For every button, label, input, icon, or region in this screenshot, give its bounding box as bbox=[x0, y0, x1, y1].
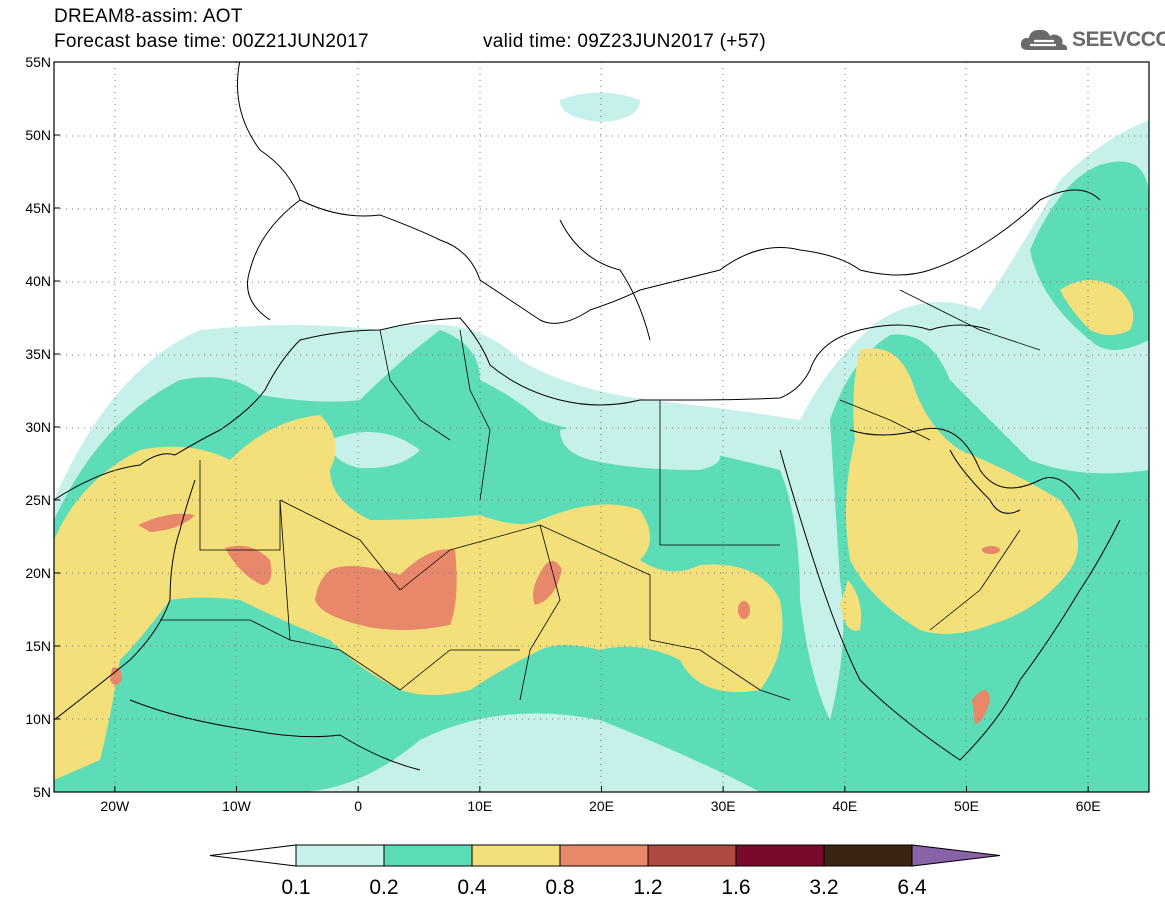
lat-label: 5N bbox=[33, 784, 51, 800]
map-title: DREAM8-assim: AOT bbox=[54, 6, 243, 27]
colorbar-label: 0.1 bbox=[281, 876, 310, 899]
lon-label: 40E bbox=[832, 798, 857, 814]
lat-label: 25N bbox=[25, 492, 51, 508]
colorbar-under bbox=[209, 844, 297, 867]
colorbar-segment bbox=[735, 844, 825, 867]
lon-label: 0 bbox=[354, 798, 362, 814]
colorbar-label: 1.6 bbox=[721, 876, 750, 899]
colorbar-segment bbox=[823, 844, 913, 867]
aot-contour-orange bbox=[315, 549, 457, 630]
colorbar-segment bbox=[295, 844, 385, 867]
valid-time: valid time: 09Z23JUN2017 (+57) bbox=[483, 31, 767, 52]
colorbar-segment bbox=[647, 844, 737, 867]
colorbar-segment bbox=[383, 844, 473, 867]
aot-field bbox=[54, 62, 1149, 792]
lat-label: 10N bbox=[25, 711, 51, 727]
lat-label: 55N bbox=[25, 54, 51, 70]
colorbar-over bbox=[911, 844, 1001, 867]
lon-label: 50E bbox=[954, 798, 979, 814]
longitude-labels: 20W 10W 0 10E 20E 30E 40E 50E 60E bbox=[100, 786, 1101, 814]
cloud-icon bbox=[1020, 29, 1068, 50]
colorbar-segment bbox=[559, 844, 649, 867]
colorbar-segment bbox=[471, 844, 561, 867]
lat-label: 45N bbox=[25, 200, 51, 216]
lon-label: 20W bbox=[100, 798, 130, 814]
coastlines bbox=[54, 62, 1121, 771]
lon-label: 20E bbox=[589, 798, 614, 814]
lon-label: 30E bbox=[711, 798, 736, 814]
country-borders bbox=[160, 289, 1041, 701]
lon-label: 60E bbox=[1076, 798, 1101, 814]
lat-label: 30N bbox=[25, 419, 51, 435]
lat-label: 20N bbox=[25, 565, 51, 581]
logo-text: SEEVCCC bbox=[1072, 28, 1165, 51]
lat-label: 15N bbox=[25, 638, 51, 654]
colorbar-label: 6.4 bbox=[897, 876, 927, 899]
lon-label: 10W bbox=[222, 798, 252, 814]
colorbar: 0.1 0.2 0.4 0.8 1.2 1.6 3.2 6.4 bbox=[209, 844, 1001, 899]
lon-label: 10E bbox=[467, 798, 492, 814]
graticule bbox=[54, 62, 1149, 792]
lat-label: 40N bbox=[25, 273, 51, 289]
forecast-base-time: Forecast base time: 00Z21JUN2017 bbox=[54, 31, 369, 52]
latitude-labels: 55N 50N 45N 40N 35N 30N 25N 20N 15N 10N 5N bbox=[25, 54, 60, 800]
colorbar-label: 0.8 bbox=[545, 876, 574, 899]
lat-label: 35N bbox=[25, 346, 51, 362]
seevccc-logo: SEEVCCC bbox=[1018, 24, 1165, 56]
colorbar-label: 3.2 bbox=[809, 876, 838, 899]
lat-label: 50N bbox=[25, 127, 51, 143]
colorbar-label: 0.2 bbox=[369, 876, 398, 899]
colorbar-label: 0.4 bbox=[457, 876, 487, 899]
colorbar-label: 1.2 bbox=[633, 876, 662, 899]
